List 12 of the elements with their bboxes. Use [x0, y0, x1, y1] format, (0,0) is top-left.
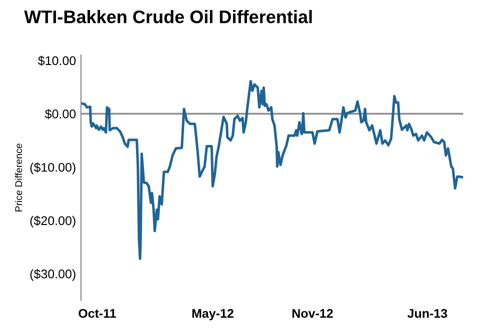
y-tick-label: ($30.00) — [30, 269, 76, 281]
x-tick-label: May-12 — [192, 308, 234, 320]
x-tick-label: Oct-11 — [78, 308, 116, 318]
y-tick-label: $0.00 — [44, 109, 76, 120]
y-tick-label: ($10.00) — [30, 162, 76, 174]
x-tick-label: Nov-12 — [292, 308, 333, 318]
y-axis-title: Price Difference — [14, 144, 22, 212]
line-series — [80, 80, 464, 260]
y-tick-label: $10.00 — [38, 56, 76, 66]
y-tick-label: ($20.00) — [30, 216, 76, 228]
chart-title: WTI-Bakken Crude Oil Differential — [24, 10, 312, 24]
x-tick-label: Jun-13 — [407, 308, 448, 318]
